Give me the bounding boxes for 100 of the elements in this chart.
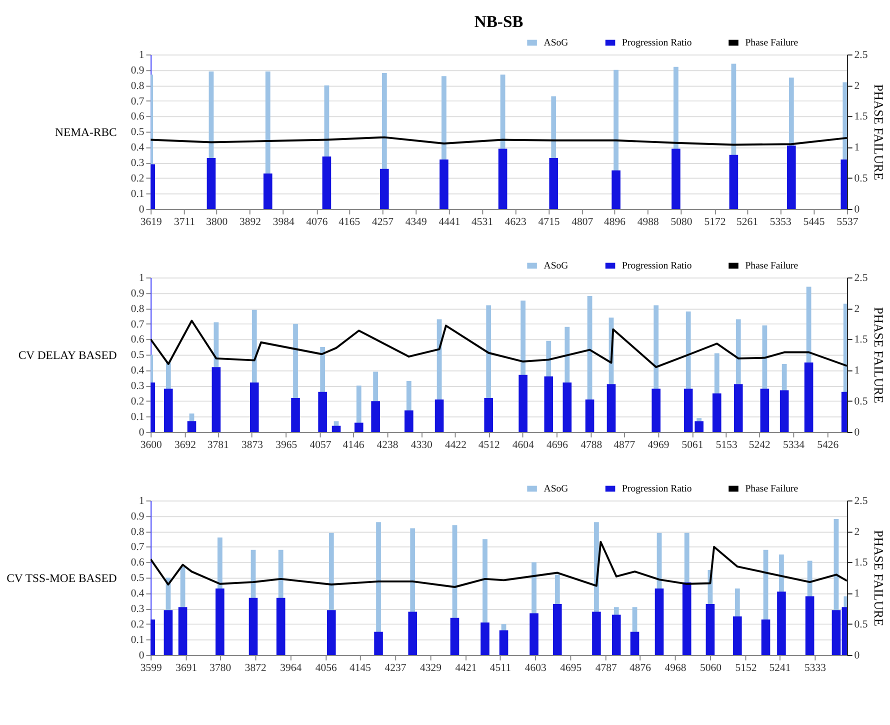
bar: [652, 388, 661, 432]
x-tick-label: 5080: [670, 216, 692, 228]
bar: [404, 410, 414, 432]
bar: [263, 173, 272, 210]
bar: [408, 612, 418, 655]
legend-label: Progression Ratio: [622, 38, 692, 49]
bar: [450, 618, 460, 655]
bar: [612, 614, 621, 655]
bar: [804, 362, 814, 432]
bar: [216, 588, 224, 655]
y-axis-title: CV TSS-MOE BASED: [6, 572, 117, 586]
y-tick-label: 0: [138, 649, 144, 662]
y2-tick-label: 2: [854, 526, 860, 538]
x-tick-label: 4969: [648, 439, 670, 452]
bar: [761, 619, 770, 655]
bar: [760, 388, 770, 432]
y-tick-label: 0.7: [130, 95, 145, 108]
x-tick-label: 3692: [174, 439, 196, 452]
bar: [654, 588, 664, 655]
y2-tick-label: 1.5: [854, 556, 868, 569]
bar: [682, 582, 692, 655]
x-tick-label: 4877: [614, 439, 636, 452]
bar: [374, 632, 383, 655]
bar: [562, 382, 572, 432]
y-tick-label: 1: [138, 494, 144, 507]
bar: [612, 170, 620, 210]
x-tick-label: 4512: [478, 439, 500, 452]
bar: [552, 604, 562, 655]
y-tick-label: 0.5: [130, 126, 144, 138]
bar: [733, 616, 742, 655]
x-tick-label: 4057: [310, 439, 332, 452]
y-tick-label: 0.6: [130, 334, 145, 346]
y2-tick-label: 1: [854, 142, 860, 154]
bar: [164, 610, 173, 655]
y-tick-label: 0.4: [130, 588, 145, 600]
bar: [712, 393, 722, 432]
x-tick-label: 3965: [276, 439, 298, 452]
legend-label: Progression Ratio: [622, 260, 692, 272]
bar: [530, 613, 538, 655]
bar: [440, 160, 448, 210]
y2-tick-label: 2.5: [854, 494, 868, 507]
x-tick-label: 3711: [174, 216, 196, 228]
y-tick-label: 0.5: [130, 572, 144, 584]
bar: [630, 632, 640, 655]
y2-tick-label: 0.5: [854, 172, 868, 185]
y-tick-label: 0.8: [130, 526, 144, 538]
x-tick-label: 5152: [735, 662, 757, 674]
y2-tick-label: 1.5: [854, 110, 868, 123]
x-tick-label: 4988: [637, 216, 659, 228]
bar: [706, 604, 715, 655]
x-tick-label: 3800: [206, 216, 228, 228]
x-tick-label: 4145: [349, 662, 371, 674]
bar: [322, 156, 332, 210]
chart-title: NB-SB: [474, 12, 524, 32]
x-tick-label: 4422: [444, 439, 466, 452]
bar: [178, 607, 188, 655]
y-tick-label: 0.3: [130, 157, 144, 170]
x-tick-label: 5261: [736, 216, 758, 228]
x-tick-label: 3600: [140, 439, 162, 452]
bar: [332, 426, 341, 432]
bar: [250, 382, 259, 432]
x-tick-label: 5061: [682, 439, 704, 452]
x-tick-label: 4330: [410, 439, 432, 452]
y-tick-label: 0.4: [130, 142, 145, 154]
bar: [787, 146, 796, 210]
x-tick-label: 4788: [580, 439, 602, 452]
y-tick-label: 0.1: [130, 634, 144, 646]
y-tick-label: 0.4: [130, 364, 145, 377]
x-tick-label: 3781: [207, 439, 229, 452]
x-tick-label: 4056: [315, 662, 338, 674]
x-tick-label: 4076: [306, 216, 328, 228]
bar: [318, 392, 327, 432]
x-tick-label: 3872: [244, 662, 266, 674]
y-tick-label: 0.2: [130, 396, 144, 408]
bar: [327, 610, 336, 655]
bar: [780, 390, 789, 432]
bar: [164, 388, 173, 432]
y-tick-label: 0.3: [130, 603, 144, 616]
x-tick-label: 4165: [338, 216, 360, 228]
x-tick-label: 3892: [239, 216, 261, 228]
y-tick-label: 0: [138, 426, 144, 438]
x-tick-label: 3873: [242, 439, 264, 452]
y-tick-label: 0.6: [130, 556, 145, 569]
y-axis-title: CV DELAY BASED: [18, 349, 117, 362]
bar: [371, 401, 380, 432]
legend-label: Phase Failure: [745, 484, 798, 495]
y-tick-label: 1: [138, 48, 144, 61]
x-tick-label: 4876: [629, 662, 652, 674]
y2-tick-label: 2: [854, 302, 860, 315]
y2-tick-label: 2.5: [854, 48, 868, 61]
legend-label: ASoG: [544, 484, 568, 495]
line-series: [150, 136, 847, 146]
y2-tick-label: 0.5: [854, 396, 868, 408]
bar: [380, 168, 389, 210]
bar: [672, 148, 680, 210]
y-tick-label: 0.9: [130, 64, 144, 76]
x-tick-label: 4238: [376, 439, 398, 452]
x-tick-label: 4715: [538, 216, 560, 228]
y-tick-label: 0.1: [130, 410, 144, 423]
x-tick-label: 4604: [512, 439, 535, 452]
